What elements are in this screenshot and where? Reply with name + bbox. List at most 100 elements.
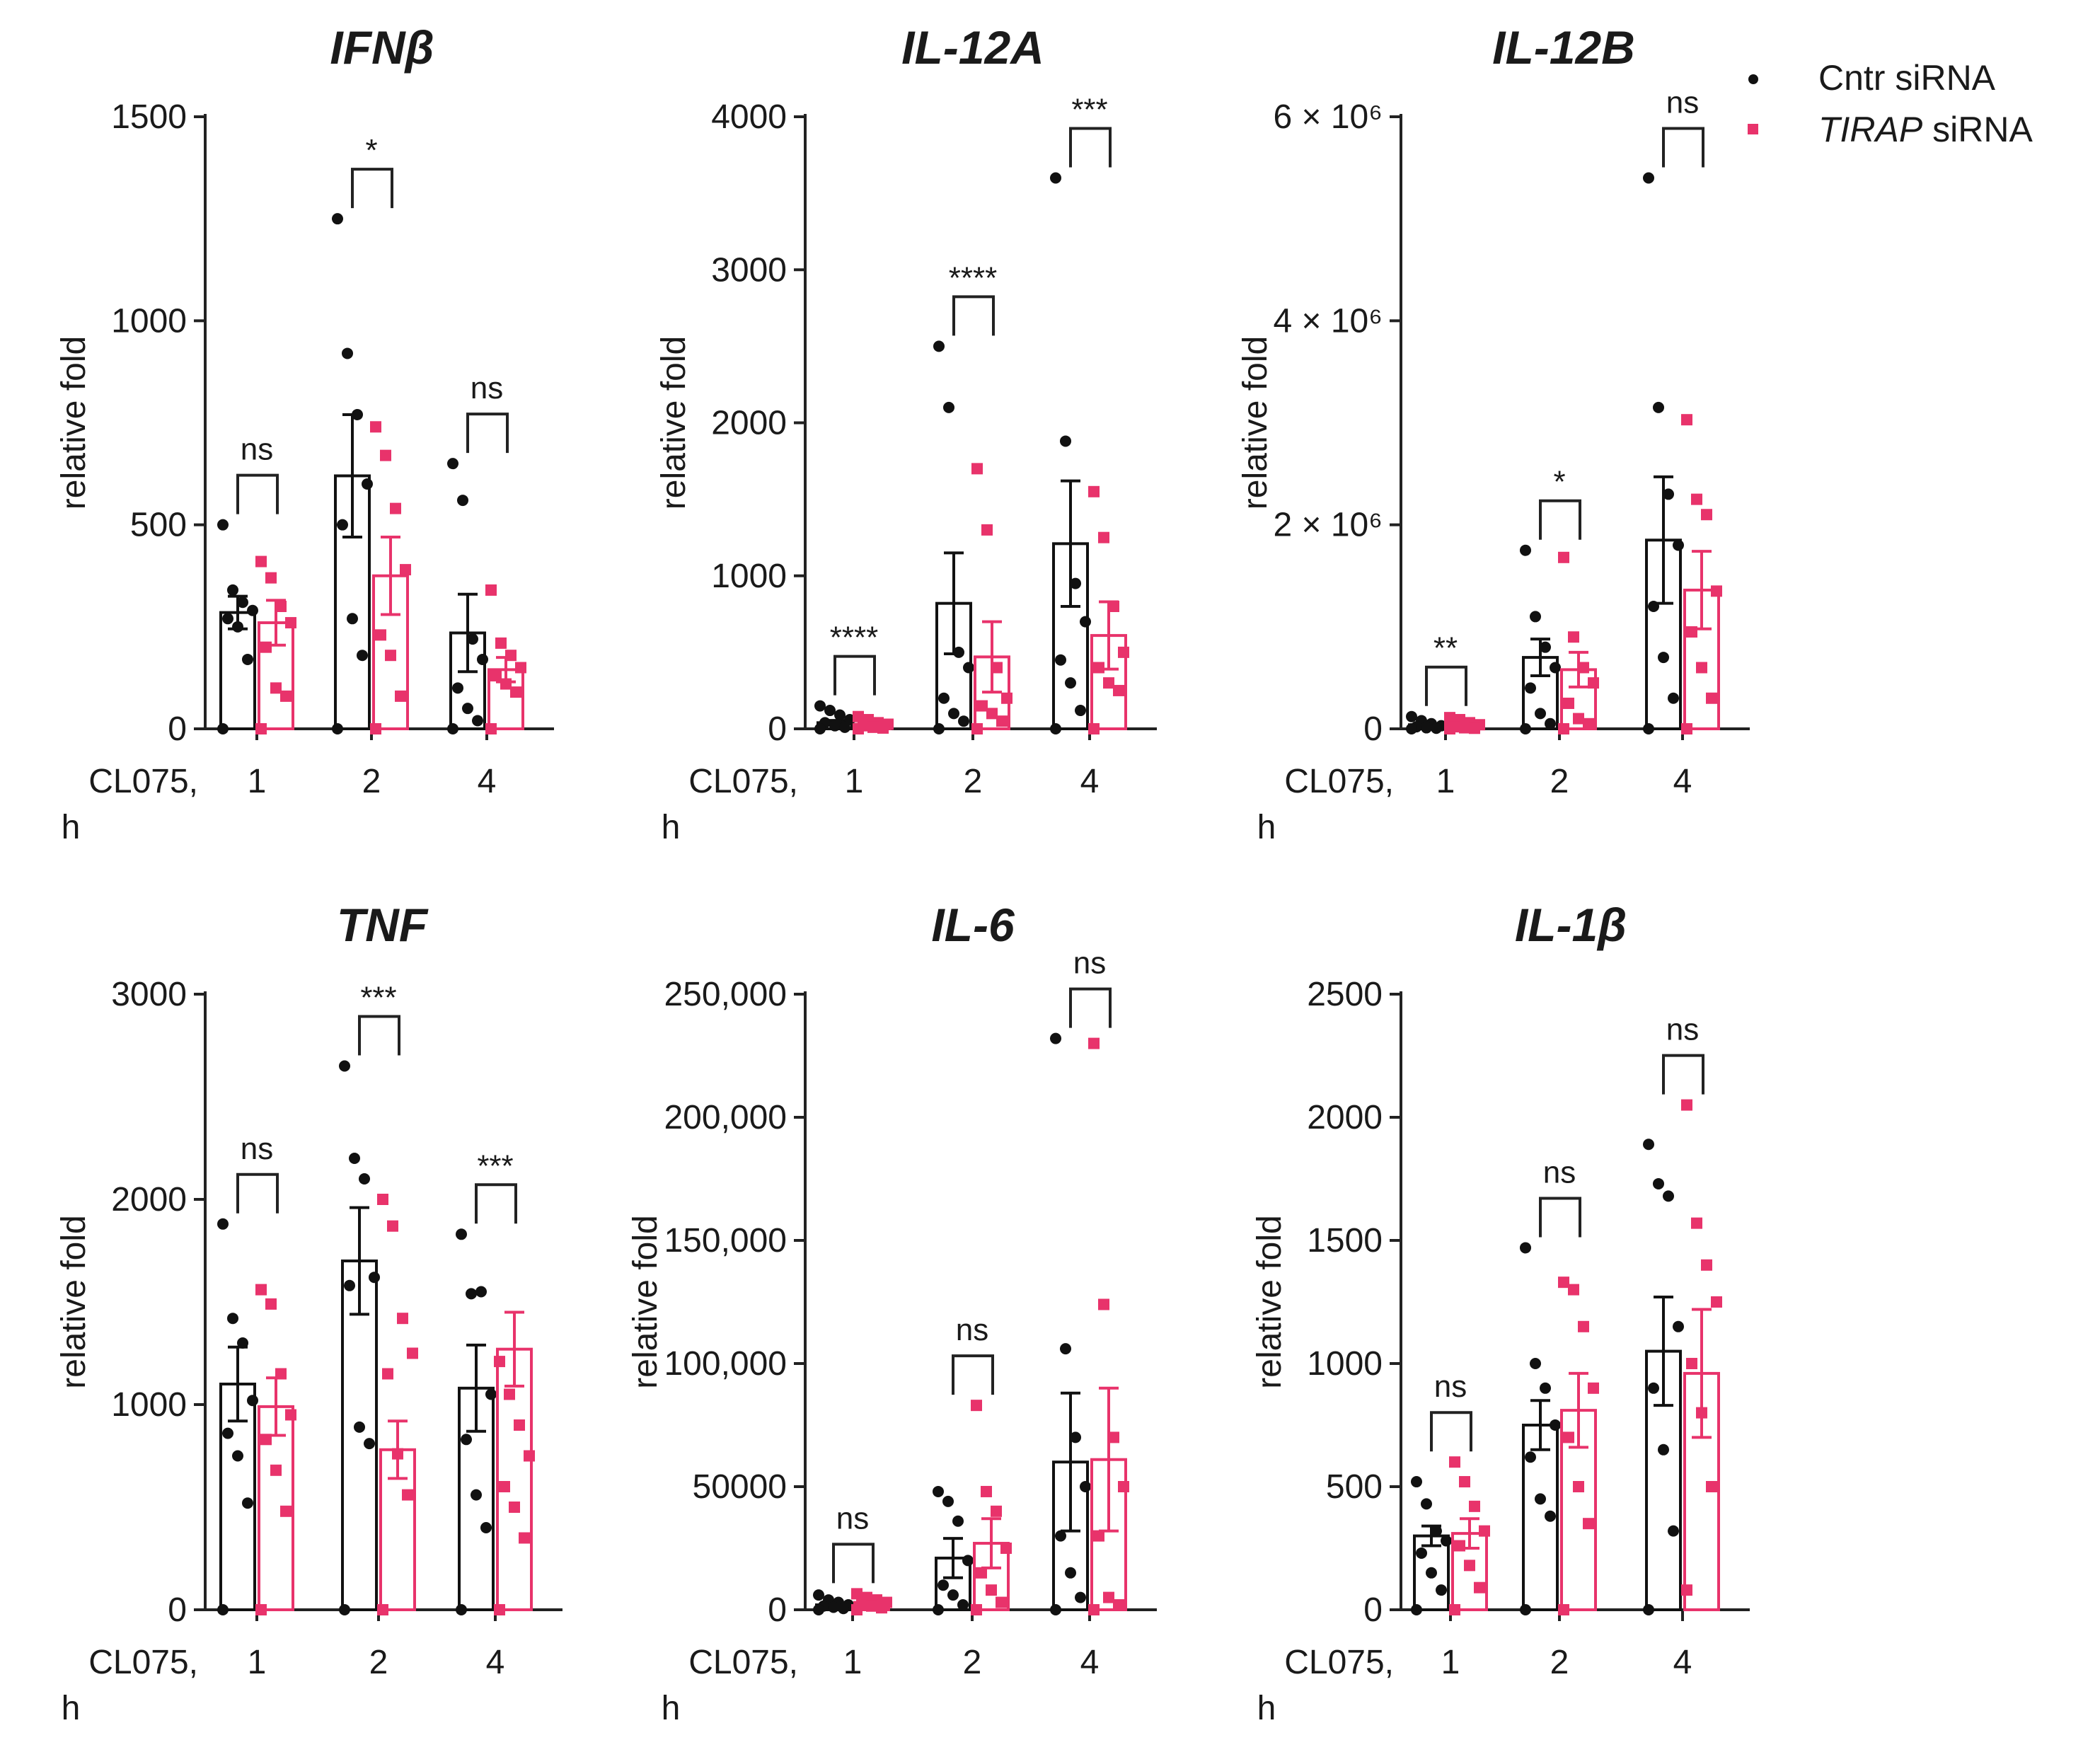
data-point-cntr <box>1550 1419 1561 1431</box>
data-point-cntr <box>452 682 463 694</box>
x-tick-label: 2 <box>362 763 381 800</box>
data-point-tirap <box>986 708 998 720</box>
data-point-cntr <box>1530 611 1541 623</box>
y-axis-label: relative fold <box>655 336 693 509</box>
data-point-cntr <box>354 1421 365 1433</box>
significance-label: ns <box>1666 86 1699 120</box>
data-point-tirap <box>280 1505 292 1517</box>
y-tick-label: 0 <box>168 710 187 748</box>
data-point-cntr <box>1050 1032 1061 1044</box>
x-axis-label: CL075, <box>88 763 198 800</box>
data-point-cntr <box>933 1485 944 1497</box>
data-point-cntr <box>1060 1343 1071 1355</box>
significance-label: ns <box>1073 946 1106 981</box>
data-point-tirap <box>1568 1284 1579 1296</box>
data-point-cntr <box>813 1589 824 1601</box>
data-point-cntr <box>1653 1177 1664 1189</box>
legend-tirap-gene: TIRAP <box>1818 110 1923 149</box>
data-point-cntr <box>933 1604 944 1615</box>
data-point-tirap <box>1000 1543 1012 1554</box>
significance-label: * <box>365 133 377 168</box>
y-tick-label: 0 <box>768 1591 787 1629</box>
significance-bracket <box>236 473 279 514</box>
data-point-tirap <box>285 1409 296 1421</box>
data-point-cntr <box>1426 1567 1437 1579</box>
data-point-tirap <box>1681 1099 1692 1111</box>
x-axis-unit: h <box>62 1690 81 1727</box>
data-point-tirap <box>275 601 287 612</box>
y-tick-label: 1000 <box>1307 1345 1383 1383</box>
data-point-cntr <box>247 1395 258 1407</box>
x-tick-label: 4 <box>478 763 497 800</box>
significance-bracket <box>358 1015 400 1056</box>
data-point-cntr <box>1545 717 1556 730</box>
data-point-tirap <box>377 1194 388 1205</box>
data-point-cntr <box>1075 1591 1086 1603</box>
data-point-tirap <box>1558 723 1569 734</box>
data-point-tirap <box>1686 626 1697 638</box>
data-point-cntr <box>814 723 826 734</box>
data-point-cntr <box>1663 1190 1674 1202</box>
y-tick-label: 2000 <box>711 405 787 442</box>
data-point-cntr <box>1643 1604 1654 1615</box>
data-point-tirap <box>514 1419 525 1431</box>
data-point-tirap <box>1568 631 1579 643</box>
x-tick-label: 4 <box>1080 763 1100 800</box>
significance-bracket <box>952 1354 994 1395</box>
data-point-tirap <box>1088 1604 1100 1615</box>
data-point-tirap <box>1701 509 1712 521</box>
y-tick-label: 6 × 10⁶ <box>1273 98 1383 136</box>
data-point-cntr <box>1520 723 1531 734</box>
data-point-tirap <box>500 678 512 690</box>
data-point-cntr <box>1060 435 1071 447</box>
significance-label: ns <box>241 432 273 467</box>
data-point-tirap <box>377 1604 388 1615</box>
y-tick-label: 1000 <box>711 558 787 595</box>
y-tick-label: 0 <box>768 710 787 748</box>
data-point-tirap <box>265 1298 277 1310</box>
data-point-tirap <box>397 1313 408 1325</box>
y-tick-label: 100,000 <box>664 1345 787 1383</box>
data-point-tirap <box>1108 601 1119 612</box>
data-point-cntr <box>1520 544 1531 556</box>
data-point-tirap <box>382 1368 393 1380</box>
data-point-cntr <box>232 621 243 633</box>
significance-bracket <box>1539 1197 1581 1238</box>
data-point-tirap <box>375 629 386 641</box>
data-point-cntr <box>1050 723 1061 734</box>
data-point-cntr <box>357 650 368 662</box>
data-point-cntr <box>447 723 458 734</box>
data-point-cntr <box>475 1286 487 1298</box>
data-point-tirap <box>866 1600 877 1612</box>
y-axis-label: relative fold <box>1251 1215 1288 1388</box>
data-point-cntr <box>1643 1139 1654 1151</box>
data-point-tirap <box>1563 697 1574 709</box>
data-point-tirap <box>1464 1560 1475 1572</box>
legend-tirap-marker <box>1748 124 1758 134</box>
data-point-cntr <box>1441 1535 1452 1547</box>
data-point-tirap <box>1474 1581 1485 1593</box>
data-point-tirap <box>867 721 879 733</box>
data-point-cntr <box>466 1288 477 1300</box>
significance-label: ns <box>241 1131 273 1166</box>
data-point-tirap <box>1088 1037 1100 1049</box>
data-point-tirap <box>1449 1456 1460 1468</box>
data-point-cntr <box>938 692 950 704</box>
y-axis-label: relative fold <box>55 336 93 509</box>
data-point-tirap <box>1711 585 1722 597</box>
data-point-tirap <box>1578 662 1589 674</box>
significance-label: **** <box>830 621 879 655</box>
data-point-tirap <box>255 555 267 567</box>
data-point-cntr <box>962 1555 974 1567</box>
data-point-cntr <box>1050 172 1061 184</box>
x-tick-label: 4 <box>1673 763 1692 800</box>
data-point-tirap <box>986 1584 997 1596</box>
data-point-tirap <box>877 722 889 734</box>
data-point-cntr <box>1643 172 1654 184</box>
data-point-cntr <box>471 1489 482 1501</box>
data-point-tirap <box>1113 1599 1124 1611</box>
significance-label: ns <box>956 1313 988 1347</box>
significance-bracket <box>832 1543 875 1584</box>
data-point-tirap <box>515 662 526 674</box>
data-point-cntr <box>472 715 483 727</box>
